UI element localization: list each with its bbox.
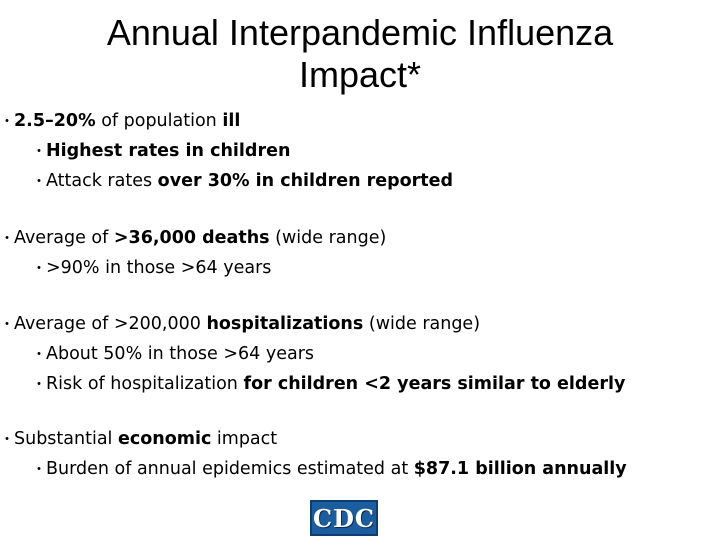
- bullet-text-bold: for children <2 years similar to elderly: [243, 374, 626, 394]
- bullet-text-bold: >36,000 deaths: [113, 228, 270, 248]
- bullet-text: of population: [95, 111, 223, 131]
- bullet-text: Average of >200,000: [14, 314, 207, 334]
- bullet-text: (wide range): [363, 314, 481, 334]
- sub-bullet-item: ・Attack rates over 30% in children repor…: [32, 170, 453, 193]
- bullet-marker: ・: [32, 261, 46, 277]
- bullet-text: (wide range): [269, 228, 387, 248]
- bullet-text-bold: Highest rates in children: [46, 141, 291, 161]
- bullet-marker: ・: [32, 377, 46, 393]
- sub-bullet-item: ・>90% in those >64 years: [32, 257, 271, 280]
- bullet-marker: ・: [32, 174, 46, 190]
- bullet-text-bold: hospitalizations: [206, 314, 364, 334]
- bullet-text: Burden of annual epidemics estimated at: [46, 459, 414, 479]
- bullet-marker: ・: [0, 317, 14, 333]
- cdc-logo: CDC: [310, 500, 378, 536]
- slide-title-line-2: Impact*: [298, 54, 422, 95]
- bullet-text: Attack rates: [46, 171, 158, 191]
- bullet-text-bold: economic: [117, 429, 212, 449]
- sub-bullet-item: ・Risk of hospitalization for children <2…: [32, 373, 625, 396]
- bullet-item: ・Substantial economic impact: [0, 428, 277, 451]
- bullet-marker: ・: [32, 144, 46, 160]
- bullet-marker: ・: [0, 432, 14, 448]
- bullet-marker: ・: [0, 231, 14, 247]
- bullet-item: ・2.5–20% of population ill: [0, 110, 240, 133]
- slide-title: Annual Interpandemic Influenza Impact*: [0, 12, 720, 96]
- bullet-text-bold: ill: [222, 111, 241, 131]
- bullet-text: About 50% in those >64 years: [46, 344, 315, 364]
- bullet-marker: ・: [32, 347, 46, 363]
- bullet-text: impact: [211, 429, 278, 449]
- slide-title-line-1: Annual Interpandemic Influenza: [106, 12, 614, 53]
- bullet-text: Risk of hospitalization: [46, 374, 244, 394]
- sub-bullet-item: ・Burden of annual epidemics estimated at…: [32, 458, 627, 481]
- bullet-text: Substantial: [14, 429, 118, 449]
- bullet-marker: ・: [0, 114, 14, 130]
- bullet-text: >90% in those >64 years: [46, 258, 272, 278]
- bullet-text: Average of: [14, 228, 114, 248]
- sub-bullet-item: ・Highest rates in children: [32, 140, 290, 163]
- bullet-item: ・Average of >200,000 hospitalizations (w…: [0, 313, 480, 336]
- bullet-text-bold: over 30% in children reported: [157, 171, 454, 191]
- bullet-marker: ・: [32, 462, 46, 478]
- bullet-text-bold: $87.1 billion annually: [413, 459, 627, 479]
- bullet-text-bold: 2.5–20%: [14, 111, 96, 131]
- sub-bullet-item: ・About 50% in those >64 years: [32, 343, 314, 366]
- cdc-logo-text: CDC: [312, 503, 375, 533]
- bullet-item: ・Average of >36,000 deaths (wide range): [0, 227, 386, 250]
